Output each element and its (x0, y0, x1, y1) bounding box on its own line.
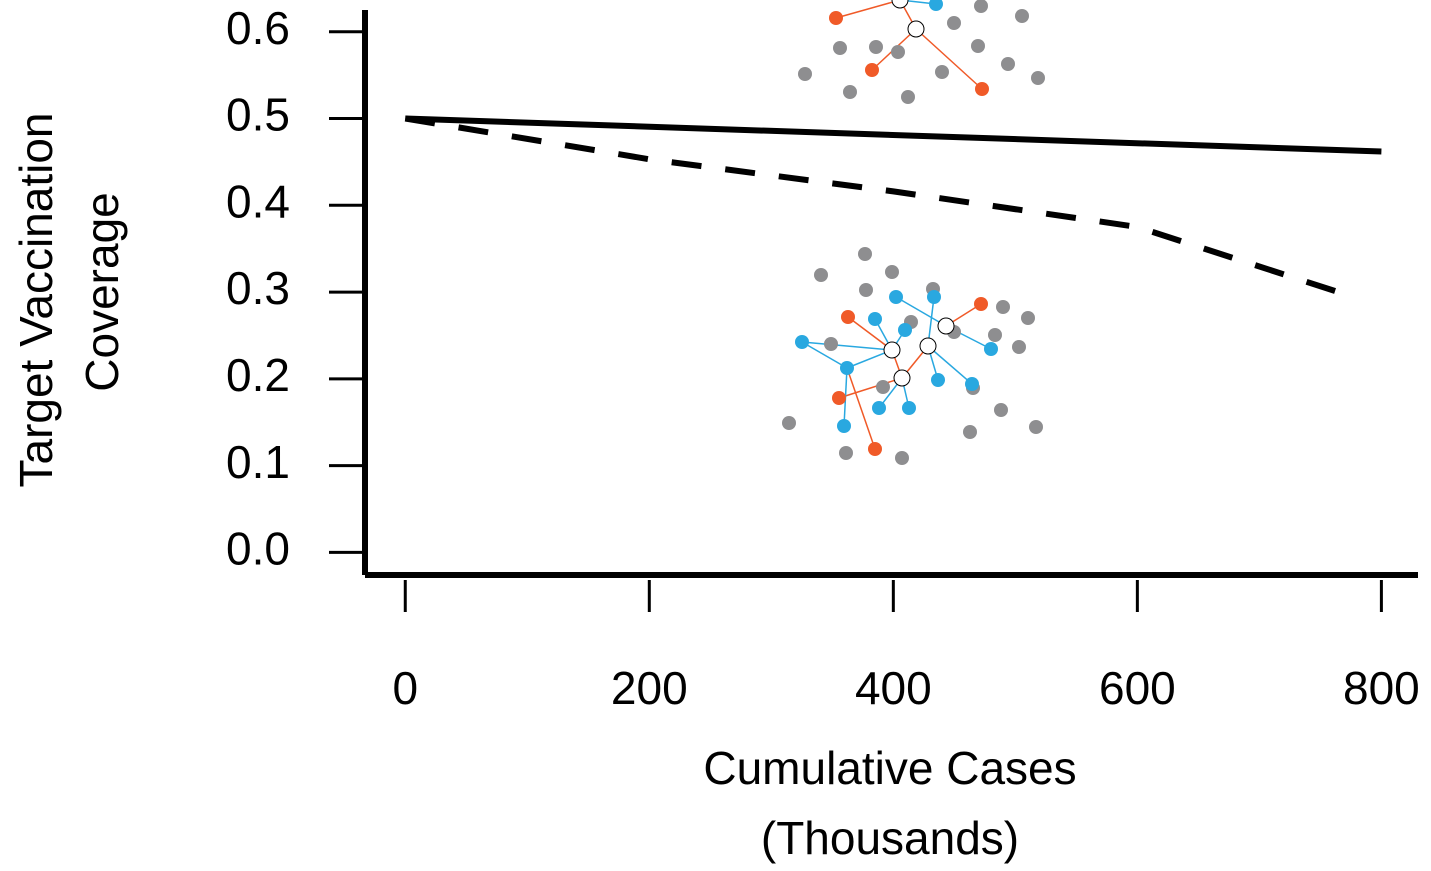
network-node (937, 317, 955, 335)
network-edge (838, 377, 903, 399)
network-node (865, 63, 879, 77)
network-node (868, 312, 882, 326)
network-node (891, 45, 905, 59)
network-node (832, 391, 846, 405)
network-node (837, 419, 851, 433)
network-node (782, 416, 796, 430)
network-edge (801, 341, 893, 351)
network-node (994, 403, 1008, 417)
network-node (902, 401, 916, 415)
network-node (988, 328, 1002, 342)
network-node (947, 16, 961, 30)
y-axis-label: Coverage (76, 192, 128, 391)
network-node (814, 268, 828, 282)
network-node (907, 20, 925, 38)
y-tick-label: 0.5 (226, 89, 290, 141)
y-tick-label: 0.1 (226, 436, 290, 488)
network-node (829, 11, 843, 25)
network-node (1029, 420, 1043, 434)
network-edge (801, 341, 848, 369)
network-edge (915, 28, 983, 90)
network-edge (927, 345, 973, 385)
network-node (858, 247, 872, 261)
network-node (1012, 340, 1026, 354)
network-node (929, 0, 943, 11)
x-tick-label: 600 (1099, 662, 1176, 714)
network-edge (895, 296, 947, 327)
network-node (891, 0, 909, 9)
network-node (798, 67, 812, 81)
line-series (404, 115, 1358, 301)
network-node (935, 65, 949, 79)
y-tick-label: 0.3 (226, 262, 290, 314)
network-node (971, 39, 985, 53)
network-node (889, 290, 903, 304)
network-node (974, 297, 988, 311)
network-node (795, 335, 809, 349)
network-node (1031, 71, 1045, 85)
network-node (859, 283, 873, 297)
network-node (883, 341, 901, 359)
network-node (839, 446, 853, 460)
network-node (931, 373, 945, 387)
network-node (876, 380, 890, 394)
network-node (1001, 57, 1015, 71)
network-node (898, 323, 912, 337)
network-node (1021, 311, 1035, 325)
network-edge (847, 316, 893, 351)
x-axis-label: Cumulative Cases (703, 742, 1076, 794)
network-node (901, 90, 915, 104)
network-edge (835, 0, 901, 19)
network-illustration (782, 0, 1045, 465)
y-tick-label: 0.0 (226, 523, 290, 575)
network-node (895, 451, 909, 465)
network-node (885, 265, 899, 279)
network-node (975, 82, 989, 96)
network-node (893, 369, 911, 387)
x-axis-label: (Thousands) (761, 812, 1019, 864)
network-node (1015, 9, 1029, 23)
y-tick-label: 0.6 (226, 2, 290, 54)
network-node (841, 310, 855, 324)
y-tick-label: 0.2 (226, 349, 290, 401)
x-tick-label: 200 (611, 662, 688, 714)
line-series (405, 115, 1382, 155)
x-tick-label: 800 (1343, 662, 1420, 714)
network-node (843, 85, 857, 99)
network-node (824, 337, 838, 351)
y-tick-label: 0.4 (226, 175, 290, 227)
network-node (984, 342, 998, 356)
network-node (996, 300, 1010, 314)
network-node (965, 377, 979, 391)
network-node (963, 425, 977, 439)
network-node (927, 290, 941, 304)
network-node (919, 337, 937, 355)
network-node (840, 361, 854, 375)
network-node (833, 41, 847, 55)
x-tick-label: 0 (392, 662, 418, 714)
network-node (974, 0, 988, 13)
network-node (869, 40, 883, 54)
network-edge (846, 367, 876, 450)
y-axis-label: Target Vaccination (10, 112, 62, 487)
network-node (868, 442, 882, 456)
network-node (872, 401, 886, 415)
x-tick-label: 400 (855, 662, 932, 714)
